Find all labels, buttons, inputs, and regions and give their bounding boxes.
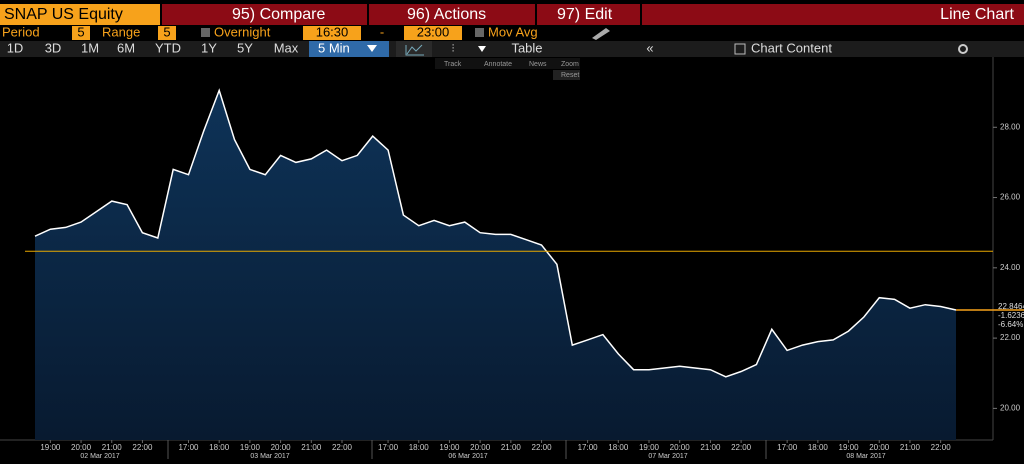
input-value[interactable]: 16:30 bbox=[316, 24, 349, 39]
dropdown-arrow[interactable] bbox=[367, 45, 377, 52]
x-tick-label: 18:00 bbox=[209, 443, 230, 452]
y-tick-label: 20.00 bbox=[1000, 403, 1021, 412]
x-tick-label: 17:00 bbox=[378, 443, 399, 452]
x-tick-label: 21:00 bbox=[301, 443, 322, 452]
ticker-box bbox=[0, 4, 160, 25]
tool[interactable]: Reset bbox=[561, 72, 579, 79]
button[interactable] bbox=[537, 4, 640, 25]
collapse-icon[interactable]: « bbox=[646, 40, 653, 55]
period-button[interactable]: 1D bbox=[7, 40, 24, 55]
x-tick-label: 22:00 bbox=[532, 443, 553, 452]
tool[interactable]: Track bbox=[444, 61, 462, 68]
checkbox[interactable] bbox=[475, 28, 484, 37]
x-tick-label: 22:00 bbox=[931, 443, 952, 452]
tool-strip bbox=[435, 58, 580, 69]
button-label[interactable]: 97) Edit bbox=[557, 6, 613, 23]
label: Overnight bbox=[214, 24, 271, 39]
label: Range bbox=[102, 24, 140, 39]
period-button[interactable]: Max bbox=[274, 40, 299, 55]
button-label[interactable]: 96) Actions bbox=[407, 6, 486, 23]
x-tick-label: 18:00 bbox=[808, 443, 829, 452]
ticker: SNAP US Equity bbox=[4, 6, 123, 23]
button-label[interactable]: 95) Compare bbox=[232, 6, 325, 23]
x-tick-label: 17:00 bbox=[777, 443, 798, 452]
input-value[interactable]: 5 bbox=[77, 24, 84, 39]
x-tick-label: 17:00 bbox=[578, 443, 599, 452]
input-value[interactable]: 23:00 bbox=[417, 24, 450, 39]
button[interactable] bbox=[369, 4, 535, 25]
x-tick-label: 18:00 bbox=[608, 443, 629, 452]
last-label: -6.64% bbox=[998, 320, 1023, 329]
last-label: 22.8464 bbox=[998, 302, 1024, 311]
x-tick-label: 18:00 bbox=[409, 443, 430, 452]
input[interactable] bbox=[72, 26, 90, 40]
x-tick-label: 19:00 bbox=[639, 443, 660, 452]
x-tick-label: 22:00 bbox=[731, 443, 752, 452]
period-button[interactable]: 3D bbox=[45, 40, 62, 55]
period-button[interactable]: 1M bbox=[81, 40, 99, 55]
period-button[interactable]: 1Y bbox=[201, 40, 217, 55]
x-tick-label: 22:00 bbox=[332, 443, 353, 452]
date-label: 03 Mar 2017 bbox=[250, 453, 289, 459]
x-tick-label: 21:00 bbox=[700, 443, 721, 452]
date-label: 07 Mar 2017 bbox=[648, 453, 687, 459]
x-tick-label: 19:00 bbox=[839, 443, 860, 452]
tool[interactable]: Zoom bbox=[561, 61, 579, 68]
y-tick-label: 28.00 bbox=[1000, 122, 1021, 131]
x-tick-label: 20:00 bbox=[470, 443, 491, 452]
content-icon bbox=[734, 43, 746, 55]
checkbox[interactable] bbox=[201, 28, 210, 37]
x-tick-label: 19:00 bbox=[40, 443, 61, 452]
toolbar bbox=[0, 41, 1024, 57]
x-tick-label: 19:00 bbox=[439, 443, 460, 452]
x-tick-label: 21:00 bbox=[900, 443, 921, 452]
x-tick-label: 17:00 bbox=[178, 443, 199, 452]
plot bbox=[34, 88, 957, 441]
y-tick-label: 24.00 bbox=[1000, 263, 1021, 272]
y-tick-label: 22.00 bbox=[1000, 333, 1021, 342]
content-button[interactable]: Chart Content bbox=[751, 40, 832, 55]
price-line bbox=[34, 88, 957, 378]
input[interactable] bbox=[303, 26, 361, 40]
last-label: -1.6236 bbox=[998, 311, 1024, 320]
period-buttons: 1D 3D 1M 6M YTD 1Y 5Y Max bbox=[7, 40, 299, 55]
date-label: 02 Mar 2017 bbox=[80, 453, 119, 459]
title-bar bbox=[642, 4, 1024, 25]
date-label: 06 Mar 2017 bbox=[448, 453, 487, 459]
input-value[interactable]: 5 bbox=[163, 24, 170, 39]
date-label: 08 Mar 2017 bbox=[846, 453, 885, 459]
settings-icon[interactable] bbox=[958, 44, 968, 54]
period-button[interactable]: YTD bbox=[155, 40, 181, 55]
period-button[interactable]: 5Y bbox=[237, 40, 253, 55]
x-tick-label: 20:00 bbox=[271, 443, 292, 452]
x-tick-label: 20:00 bbox=[670, 443, 691, 452]
x-tick-label: 19:00 bbox=[240, 443, 261, 452]
x-tick-label: 21:00 bbox=[102, 443, 123, 452]
input[interactable] bbox=[158, 26, 176, 40]
dropdown-arrow[interactable] bbox=[478, 46, 486, 52]
x-tick-label: 20:00 bbox=[71, 443, 92, 452]
bar-icon[interactable]: ⫶ bbox=[452, 43, 455, 55]
y-tick-label: 26.00 bbox=[1000, 193, 1021, 202]
button[interactable] bbox=[162, 4, 367, 25]
label: Mov Avg bbox=[488, 24, 538, 39]
area bbox=[35, 90, 956, 441]
label: Period bbox=[2, 24, 40, 39]
tool[interactable]: News bbox=[529, 61, 547, 68]
x-tick-label: 21:00 bbox=[501, 443, 522, 452]
pen-icon[interactable] bbox=[592, 28, 610, 40]
line-icon bbox=[405, 44, 424, 56]
frequency[interactable]: 5 Min bbox=[318, 40, 350, 55]
period-button[interactable]: 6M bbox=[117, 40, 135, 55]
view-label: Line Chart bbox=[940, 6, 1014, 23]
table-button[interactable]: Table bbox=[511, 40, 542, 55]
input[interactable] bbox=[404, 26, 462, 40]
x-tick-label: 20:00 bbox=[869, 443, 890, 452]
x-tick-label: 22:00 bbox=[132, 443, 153, 452]
tool[interactable]: Annotate bbox=[484, 61, 512, 68]
reset-button[interactable] bbox=[553, 70, 580, 80]
label: - bbox=[380, 24, 384, 39]
